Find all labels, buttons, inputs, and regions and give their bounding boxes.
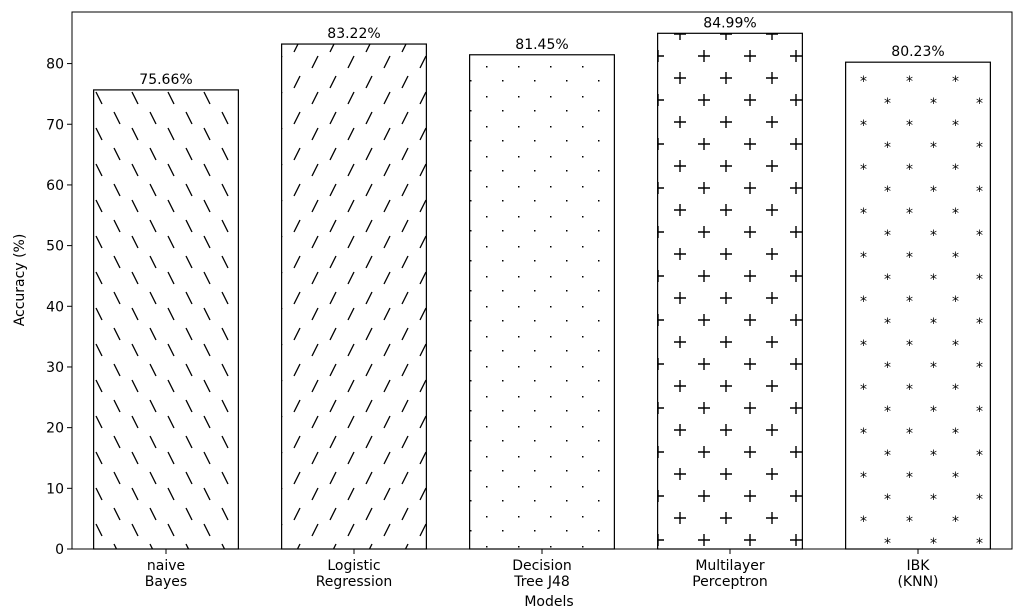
- bar-2: [469, 54, 615, 550]
- data-label-1: 83.22%: [327, 26, 380, 42]
- y-tick-label: 80: [46, 57, 64, 73]
- bar-1: [281, 43, 427, 550]
- y-tick-label: 0: [55, 542, 64, 558]
- y-tick-label: 50: [46, 239, 64, 255]
- bars-group: 75.66% 83.22% 81.45% 84.99% 80.23%: [93, 15, 991, 550]
- data-label-3: 84.99%: [703, 15, 756, 31]
- y-tick-label: 40: [46, 299, 64, 315]
- x-tick-label: Decision Tree J48: [512, 558, 572, 590]
- y-tick-label: 70: [46, 117, 64, 133]
- data-label-4: 80.23%: [891, 44, 944, 60]
- data-label-0: 75.66%: [139, 72, 192, 88]
- bar-4: [845, 61, 991, 550]
- y-tick-label: 30: [46, 360, 64, 376]
- bar-3: [657, 32, 803, 550]
- y-tick-label: 60: [46, 178, 64, 194]
- x-tick-label: Multilayer Perceptron: [692, 558, 768, 590]
- y-axis: 0 10 20 30 40 50 60 70 80: [46, 57, 72, 558]
- x-axis-title: Models: [524, 594, 573, 610]
- x-tick-label: IBK (KNN): [897, 558, 938, 590]
- x-tick-label: Logistic Regression: [316, 558, 393, 590]
- data-label-2: 81.45%: [515, 37, 568, 53]
- y-tick-label: 20: [46, 421, 64, 437]
- y-axis-title: Accuracy (%): [12, 234, 28, 327]
- y-tick-label: 10: [46, 481, 64, 497]
- x-tick-label: naive Bayes: [145, 558, 187, 590]
- bar-0: [93, 89, 239, 550]
- x-axis: naive Bayes Logistic Regression Decision Tree…: [145, 549, 939, 590]
